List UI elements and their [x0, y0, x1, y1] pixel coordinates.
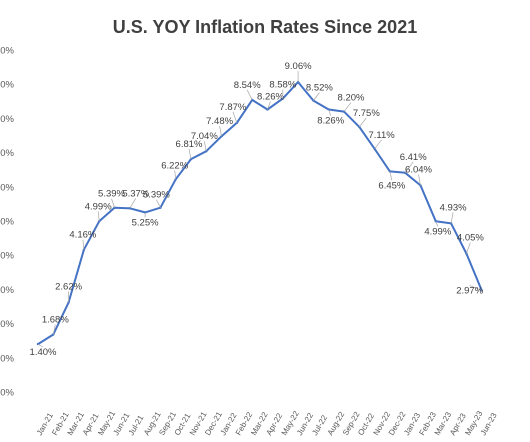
leader-line: [203, 141, 207, 152]
data-label: 4.99%: [85, 201, 112, 212]
leader-line: [37, 343, 44, 348]
leader-line: [328, 109, 332, 116]
data-point: [465, 252, 468, 255]
leader-line: [156, 199, 161, 208]
data-label: 4.93%: [440, 202, 467, 213]
leader-line: [343, 102, 352, 112]
leader-line: [82, 239, 85, 250]
data-point: [327, 108, 330, 111]
leader-line: [246, 89, 253, 101]
leader-line: [97, 211, 100, 222]
data-label: 8.26%: [257, 92, 284, 103]
data-point: [143, 211, 147, 214]
y-tick-label: 6.00%: [0, 182, 15, 193]
data-label: 4.99%: [424, 226, 451, 237]
data-label: 5.25%: [132, 217, 159, 228]
y-tick-label: 10.00%: [0, 46, 15, 57]
y-tick-label: 3.00%: [0, 285, 15, 296]
leader-line: [404, 161, 414, 173]
data-point: [281, 97, 284, 100]
data-point: [220, 135, 223, 138]
data-label: 5.37%: [122, 188, 149, 199]
y-tick-label: 0.00%: [0, 388, 15, 399]
leader-line: [389, 171, 393, 181]
data-label: 4.16%: [69, 230, 96, 241]
data-point: [174, 178, 177, 181]
data-point: [159, 206, 162, 209]
leader-line: [111, 198, 115, 208]
data-label: 1.40%: [30, 347, 57, 358]
leader-line: [418, 174, 421, 186]
data-point: [113, 206, 116, 209]
y-tick-label: 5.00%: [0, 217, 15, 228]
data-label: 4.05%: [457, 232, 484, 243]
y-tick-label: 9.00%: [0, 80, 15, 91]
data-label: 7.11%: [368, 130, 395, 141]
data-label: 5.39%: [143, 190, 170, 201]
data-label: 1.68%: [42, 315, 69, 326]
data-label: 6.45%: [378, 180, 405, 191]
leader-line: [469, 285, 482, 291]
data-label: 8.20%: [338, 93, 365, 104]
y-tick-label: 7.00%: [0, 148, 15, 159]
data-label: 5.39%: [98, 189, 125, 200]
data-label: 8.52%: [306, 83, 333, 94]
data-label: 8.26%: [317, 116, 344, 127]
y-tick-label: 4.00%: [0, 251, 15, 262]
leader-line: [52, 324, 56, 335]
chart-title: U.S. YOY Inflation Rates Since 2021: [112, 17, 418, 37]
leader-line: [374, 139, 382, 150]
data-label: 6.04%: [405, 164, 432, 175]
y-tick-label: 8.00%: [0, 114, 15, 125]
series-line: [37, 81, 483, 345]
data-point: [189, 157, 193, 161]
leader-line: [174, 170, 177, 180]
y-tick-label: 2.00%: [0, 319, 15, 330]
leader-line: [219, 126, 222, 137]
leader-line: [188, 149, 192, 160]
y-tick-label: 1.00%: [0, 353, 15, 364]
data-label: 6.41%: [400, 152, 427, 163]
data-label: 2.97%: [456, 285, 483, 296]
leader-line: [267, 101, 271, 110]
data-label: 7.04%: [191, 131, 218, 142]
data-label: 7.48%: [206, 116, 233, 127]
leader-line: [359, 117, 367, 128]
data-label: 6.22%: [161, 160, 188, 171]
leader-line: [129, 198, 137, 209]
leader-line: [232, 111, 238, 123]
data-point: [67, 301, 70, 304]
leader-line: [466, 242, 471, 254]
data-label: 9.06%: [285, 61, 312, 72]
data-label: 6.81%: [176, 139, 203, 150]
data-label: 8.58%: [269, 80, 296, 91]
data-label: 7.75%: [353, 108, 380, 119]
data-label: 2.62%: [55, 281, 82, 292]
data-point: [449, 222, 453, 225]
data-point: [388, 170, 392, 173]
leader-line: [313, 92, 320, 101]
data-label: 8.54%: [234, 80, 261, 91]
leader-line: [450, 212, 454, 224]
data-label: 7.87%: [219, 102, 246, 113]
leader-line: [435, 221, 439, 227]
